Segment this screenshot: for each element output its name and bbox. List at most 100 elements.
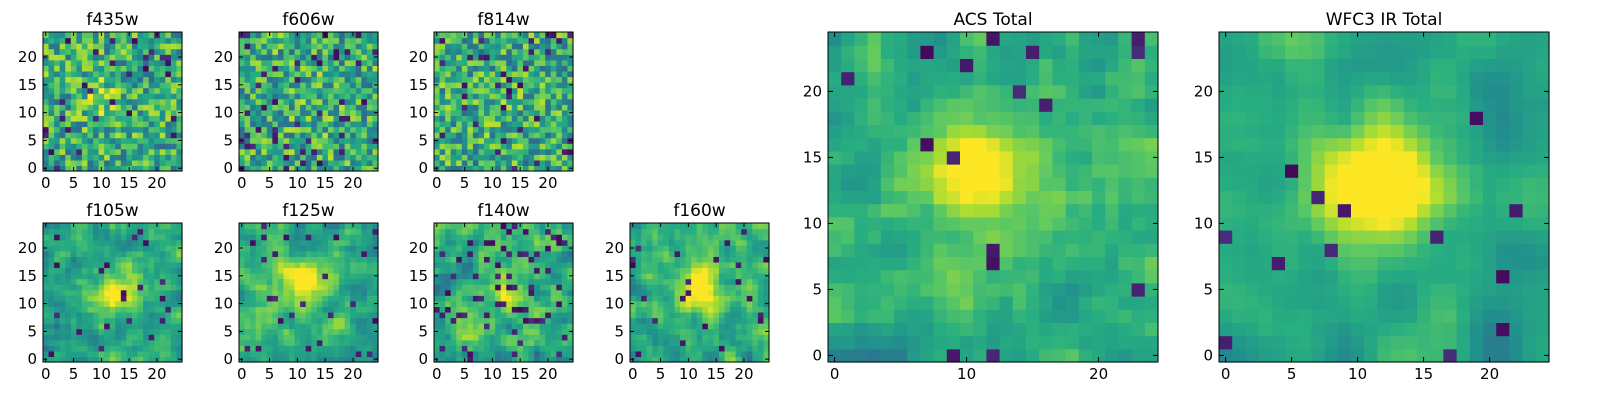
heatmap-cell (841, 190, 855, 205)
heatmap-cell (534, 284, 541, 291)
heatmap-cell (165, 154, 172, 161)
heatmap-cell (894, 282, 908, 297)
heatmap-cell (70, 98, 77, 105)
heatmap-cell (120, 228, 127, 235)
heatmap-cell (59, 120, 66, 128)
heatmap-cell (261, 65, 268, 72)
heatmap-cell (120, 148, 127, 155)
heatmap-cell (528, 109, 535, 116)
heatmap-cell (434, 159, 441, 167)
heatmap-cell (65, 350, 72, 358)
heatmap-cell (567, 148, 574, 155)
heatmap-cell (361, 328, 368, 335)
heatmap-cell (283, 295, 290, 302)
heatmap-cell (93, 59, 100, 66)
heatmap-cell (561, 165, 569, 172)
heatmap-cell (539, 148, 546, 155)
heatmap-cell (467, 126, 474, 133)
heatmap-cell (730, 289, 737, 296)
heatmap-cell (920, 190, 935, 205)
heatmap-cell (311, 65, 318, 72)
heatmap-cell (126, 295, 133, 302)
heatmap-cell (115, 250, 122, 257)
heatmap-cell (828, 216, 842, 231)
heatmap-cell (517, 306, 524, 313)
heatmap-cell (478, 317, 485, 324)
heatmap-cell (65, 43, 72, 50)
heatmap-cell (120, 82, 127, 89)
heatmap-cell (65, 93, 72, 100)
heatmap-cell (986, 322, 1001, 337)
heatmap-cell (109, 98, 116, 105)
heatmap-cell (1131, 335, 1146, 350)
heatmap-cell (43, 311, 50, 319)
heatmap-cell (680, 234, 687, 241)
heatmap-cell (702, 323, 709, 330)
heatmap-cell (70, 284, 77, 291)
heatmap-cell (478, 65, 485, 72)
heatmap-cell (880, 164, 895, 178)
heatmap-cell (159, 148, 166, 155)
heatmap-cell (355, 115, 362, 122)
heatmap-cell (48, 109, 55, 116)
heatmap-cell (131, 32, 139, 39)
heatmap-cell (960, 164, 974, 178)
heatmap-cell (289, 165, 296, 172)
heatmap-cell (657, 317, 664, 324)
heatmap-cell (663, 311, 670, 319)
heatmap-cell (456, 82, 463, 89)
heatmap-cell (165, 76, 172, 83)
heatmap-cell (120, 154, 127, 161)
heatmap-cell (294, 37, 301, 44)
heatmap-cell (344, 76, 351, 83)
heatmap-cell (327, 70, 335, 78)
heatmap-cell (294, 43, 301, 50)
heatmap-cell (522, 306, 530, 313)
heatmap-cell (556, 250, 563, 257)
heatmap-cell (250, 289, 257, 296)
heatmap-cell (534, 132, 541, 139)
heatmap-cell (261, 120, 268, 128)
heatmap-cell (255, 289, 262, 296)
heatmap-cell (255, 43, 262, 50)
heatmap-cell (255, 245, 262, 252)
heatmap-cell (556, 54, 563, 61)
heatmap-cell (272, 250, 279, 257)
heatmap-cell (244, 132, 251, 139)
heatmap-cell (239, 295, 246, 302)
heatmap-cell (87, 98, 94, 105)
heatmap-cell (522, 48, 530, 55)
heatmap-cell (131, 165, 139, 172)
heatmap-cell (489, 245, 496, 252)
heatmap-cell (478, 148, 485, 155)
heatmap-cell (528, 59, 535, 66)
heatmap-cell (70, 334, 77, 341)
heatmap-cell (461, 267, 468, 274)
heatmap-cell (65, 334, 72, 341)
heatmap-cell (333, 132, 340, 139)
heatmap-cell (76, 334, 83, 341)
heatmap-cell (115, 115, 122, 122)
heatmap-cell (561, 59, 569, 66)
heatmap-cell (674, 317, 681, 324)
heatmap-cell (528, 115, 535, 122)
heatmap-cell (54, 132, 61, 139)
heatmap-cell (920, 296, 935, 310)
heatmap-cell (478, 345, 485, 352)
heatmap-cell (680, 261, 687, 269)
heatmap-cell (1078, 164, 1093, 178)
heatmap-cell (143, 223, 150, 230)
heatmap-cell (81, 311, 89, 319)
heatmap-cell (93, 37, 100, 44)
heatmap-cell (76, 126, 83, 133)
heatmap-cell (131, 82, 139, 89)
heatmap-cell (867, 216, 882, 231)
heatmap-cell (735, 239, 742, 246)
heatmap-cell (550, 37, 557, 44)
heatmap-cell (339, 278, 346, 285)
heatmap-cell (439, 93, 446, 100)
heatmap-cell (630, 256, 637, 263)
heatmap-cell (539, 70, 546, 78)
heatmap-cell (159, 104, 166, 111)
heatmap-cell (272, 43, 279, 50)
